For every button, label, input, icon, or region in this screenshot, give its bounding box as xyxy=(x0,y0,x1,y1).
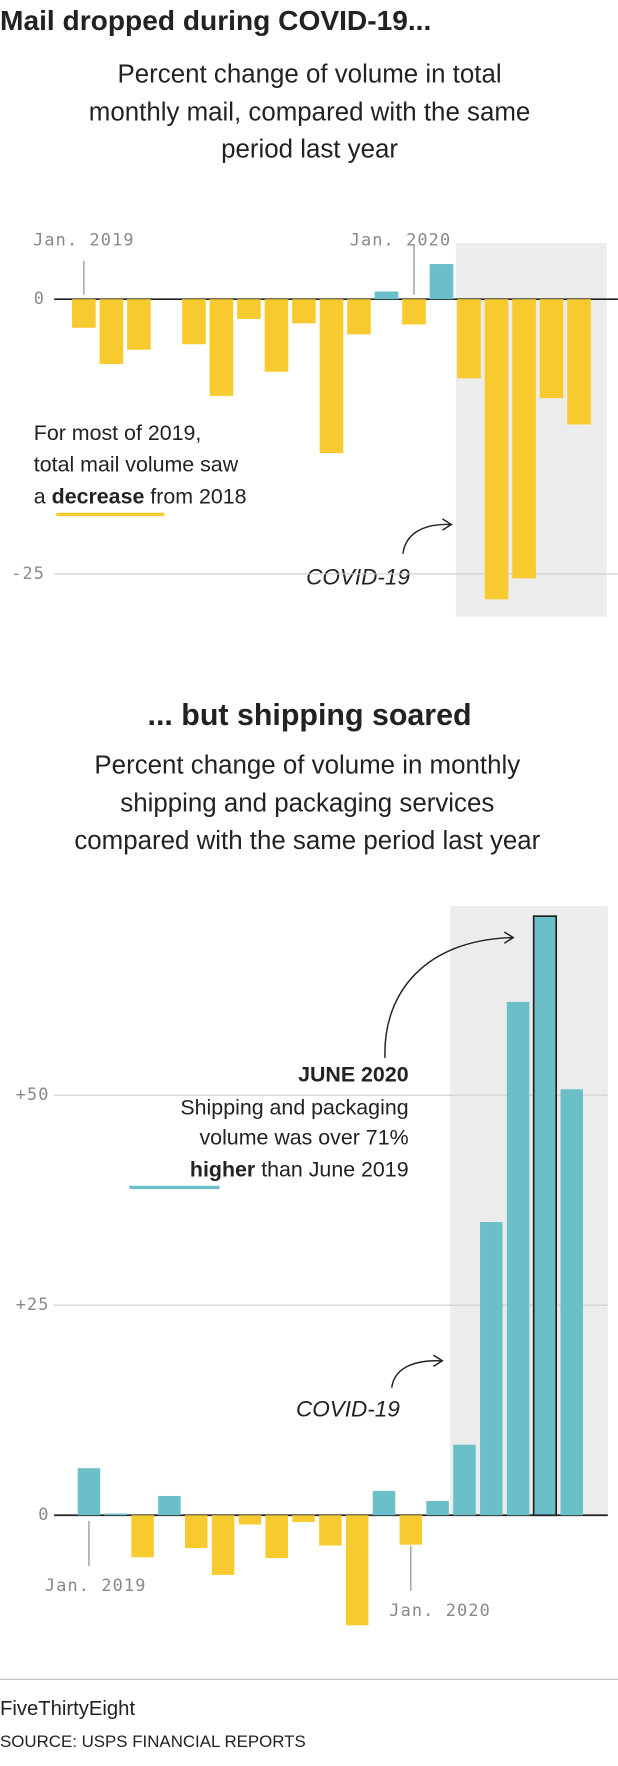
bar xyxy=(539,299,564,399)
bar xyxy=(319,1515,342,1546)
annotation: total mail volume saw xyxy=(34,453,239,477)
bar xyxy=(429,264,454,300)
subtitle: Percent change of volume in monthly xyxy=(94,751,520,779)
annotation-heading: JUNE 2020 xyxy=(298,1063,409,1087)
bar xyxy=(265,1515,288,1559)
bar xyxy=(319,299,344,454)
annotation-emphasis: higher xyxy=(190,1157,255,1181)
arrowhead xyxy=(503,931,515,944)
x-tick-label: Jan. 2019 xyxy=(45,1575,147,1595)
bar xyxy=(127,299,151,350)
bar xyxy=(211,1515,235,1575)
bar xyxy=(184,1515,208,1549)
bar xyxy=(292,1515,315,1522)
arrowhead xyxy=(432,1354,444,1368)
y-tick-label: +50 xyxy=(16,1084,50,1104)
annotation: volume was over 71% xyxy=(200,1126,409,1150)
annotation: For most of 2019, xyxy=(34,421,202,445)
subtitle: shipping and packaging services xyxy=(120,790,494,818)
annotation-emphasis: decrease xyxy=(52,484,145,508)
bar xyxy=(402,299,426,325)
bar xyxy=(399,1515,423,1545)
bar xyxy=(484,299,509,600)
chart-title: ... but shipping soared xyxy=(148,698,472,732)
bar xyxy=(512,299,536,579)
x-tick-label: Jan. 2020 xyxy=(389,1600,491,1620)
bar xyxy=(99,299,124,365)
annotation: a xyxy=(34,484,46,508)
bar xyxy=(104,1513,128,1516)
arrow xyxy=(402,523,451,554)
annotation: higher than June 2019 xyxy=(190,1157,409,1181)
brand: FiveThirtyEight xyxy=(0,1698,135,1720)
bar xyxy=(238,1515,262,1525)
arrow xyxy=(391,1360,442,1388)
bar xyxy=(347,299,371,335)
bar xyxy=(374,291,399,300)
bar xyxy=(237,299,261,319)
annotation: from 2018 xyxy=(150,484,246,508)
subtitle: monthly mail, compared with the same xyxy=(89,99,531,127)
bar xyxy=(292,299,316,324)
annotation: than June 2019 xyxy=(261,1157,408,1181)
event-label: COVID-19 xyxy=(306,564,410,589)
arrow xyxy=(384,936,513,1059)
bar xyxy=(372,1490,396,1516)
y-tick-label: 0 xyxy=(38,1504,49,1524)
bar xyxy=(345,1515,369,1626)
y-tick-label: 0 xyxy=(34,288,45,308)
bar xyxy=(182,299,206,345)
annotation: Shipping and packaging xyxy=(180,1095,408,1119)
subtitle: compared with the same period last year xyxy=(74,827,540,855)
bar xyxy=(158,1495,181,1516)
annotation: a decrease from 2018 xyxy=(34,484,247,508)
bar xyxy=(72,299,96,328)
bar xyxy=(480,1222,503,1516)
event-label: COVID-19 xyxy=(296,1396,400,1421)
bar xyxy=(560,1089,584,1516)
bar xyxy=(209,299,234,396)
bar xyxy=(457,299,481,379)
bar xyxy=(77,1468,101,1516)
arrowhead xyxy=(441,518,453,531)
bar xyxy=(453,1444,476,1516)
bar xyxy=(506,1001,530,1516)
bar xyxy=(532,915,558,1517)
x-tick-label: Jan. 2019 xyxy=(33,230,135,250)
y-tick-label: +25 xyxy=(16,1294,50,1314)
bar xyxy=(131,1515,154,1558)
x-tick-label: Jan. 2020 xyxy=(350,230,452,250)
source: SOURCE: USPS FINANCIAL REPORTS xyxy=(0,1732,306,1751)
bar xyxy=(426,1500,449,1516)
subtitle: Percent change of volume in total xyxy=(118,60,502,88)
y-tick-label: -25 xyxy=(11,563,45,583)
bar xyxy=(567,299,591,425)
subtitle: period last year xyxy=(221,136,398,164)
bar xyxy=(264,299,289,372)
chart-title: Mail dropped during COVID-19... xyxy=(0,5,431,36)
